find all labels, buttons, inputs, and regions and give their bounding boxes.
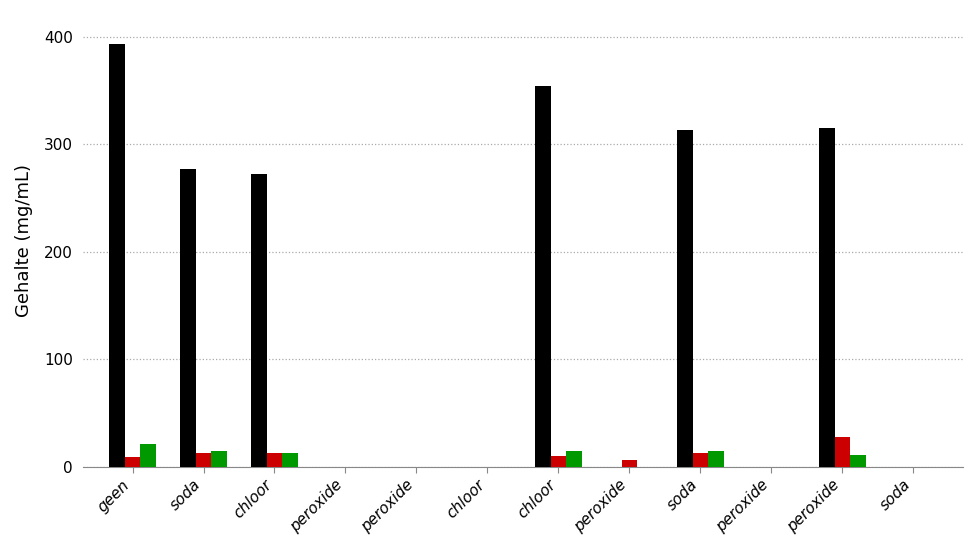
Bar (125, 457, 140, 467)
Bar (140, 444, 155, 467)
Bar (534, 86, 550, 467)
Bar (621, 460, 637, 467)
Bar (692, 453, 707, 467)
Bar (849, 455, 865, 467)
Bar (195, 453, 211, 467)
Bar (109, 44, 125, 467)
Bar (180, 169, 195, 467)
Bar (267, 453, 282, 467)
Bar (211, 450, 227, 467)
Bar (833, 437, 849, 467)
Bar (707, 450, 723, 467)
Bar (676, 130, 692, 467)
Bar (251, 174, 267, 467)
Y-axis label: Gehalte (mg/mL): Gehalte (mg/mL) (15, 164, 33, 317)
Bar (282, 453, 298, 467)
Bar (566, 450, 581, 467)
Bar (818, 128, 833, 467)
Bar (550, 456, 566, 467)
